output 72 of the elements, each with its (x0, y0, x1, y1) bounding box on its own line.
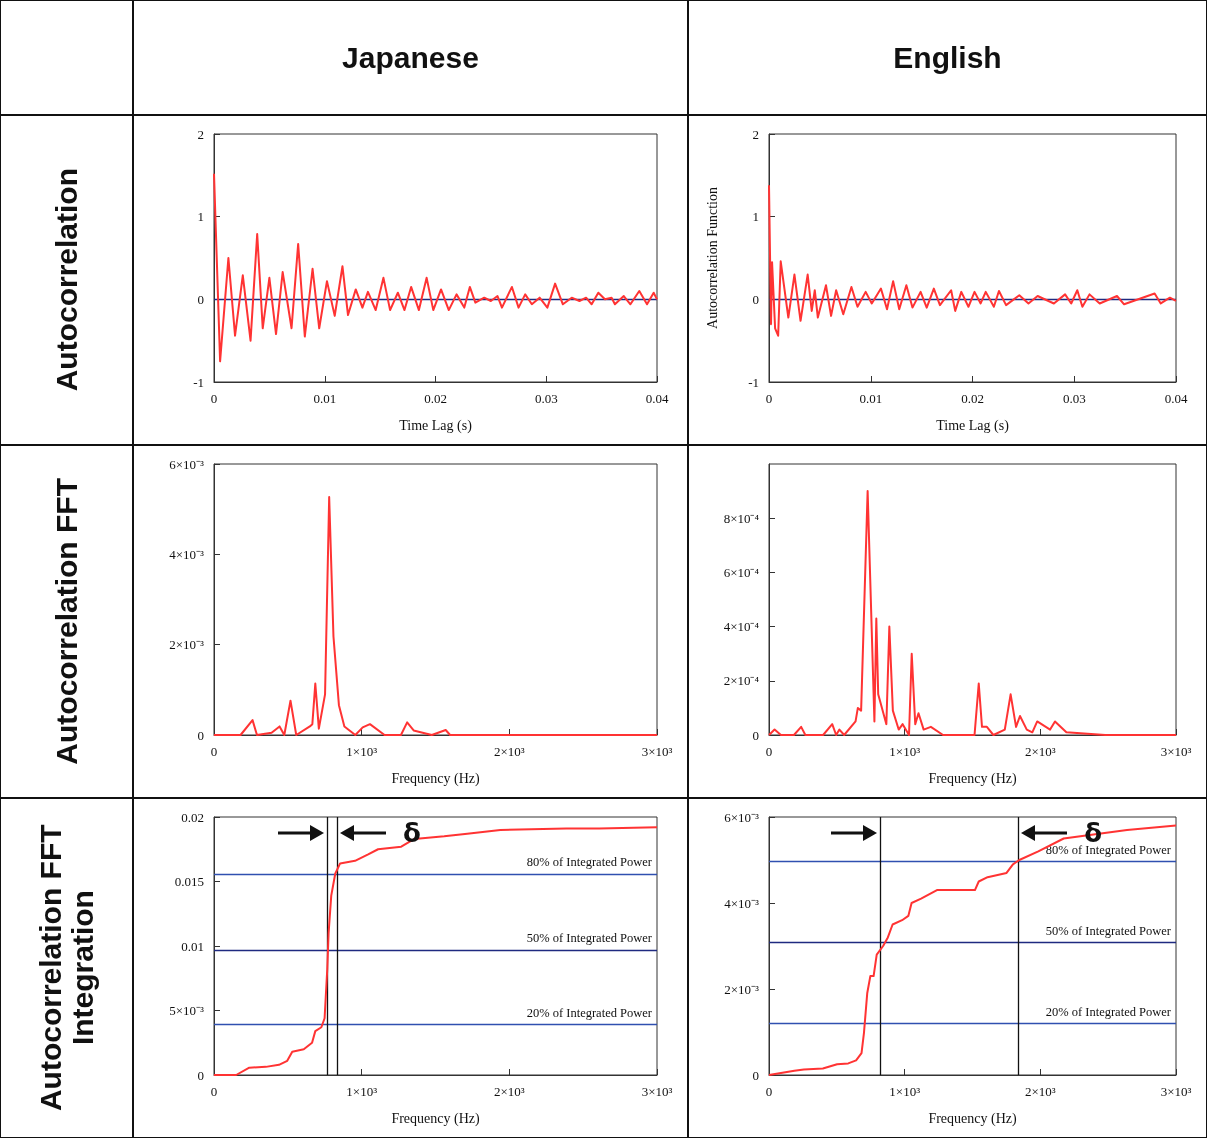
chart-title: Japanese (133, 0, 688, 115)
x-tick-label: 0 (765, 1084, 773, 1099)
y-tick-label: 2 (197, 126, 204, 142)
ref-line-label: 20% of Integrated Power (1045, 1004, 1172, 1019)
y-tick-label: 0 (752, 291, 759, 307)
x-tick-label: 0 (765, 744, 773, 759)
x-tick-label: 1×10³ (889, 744, 921, 759)
y-tick-label: 0 (197, 1067, 204, 1083)
x-tick-label: 0 (210, 744, 218, 759)
y-tick-label: 6×10⁻⁴ (723, 564, 760, 580)
x-tick-label: 3×10³ (1160, 744, 1192, 759)
y-tick-label: -1 (193, 374, 204, 390)
x-tick-label: 2×10³ (493, 744, 525, 759)
x-axis-title: Frequency (Hz) (928, 770, 1017, 787)
y-tick-label: 4×10⁻⁴ (723, 619, 760, 635)
x-tick-label: 0.01 (313, 391, 337, 406)
x-tick-label: 1×10³ (346, 1084, 378, 1099)
y-tick-label: 4×10⁻³ (724, 895, 760, 911)
y-tick-label: 4×10⁻³ (169, 546, 205, 562)
y-tick-label: 8×10⁻⁴ (723, 510, 760, 526)
text: Autocorrelation (49, 168, 83, 392)
x-tick-label: 0.04 (1164, 391, 1188, 406)
y-tick-label: 1 (197, 209, 204, 225)
y-tick-label: 0 (752, 1067, 759, 1083)
ref-line-label: 50% of Integrated Power (1045, 923, 1172, 938)
y-tick-label: 2×10⁻³ (169, 637, 205, 653)
y-tick-label: 1 (752, 209, 759, 225)
chart-title: English (688, 0, 1207, 115)
ref-line-label: 20% of Integrated Power (526, 1006, 653, 1021)
x-tick-label: 0.03 (534, 391, 558, 406)
x-tick-label: 0 (210, 391, 218, 406)
line-series (213, 172, 658, 363)
x-axis-title: Time Lag (s) (936, 417, 1010, 434)
x-tick-label: 3×10³ (1160, 1084, 1192, 1099)
y-tick-label: 0.02 (181, 809, 204, 825)
text: Autocorrelation FFT Integration (34, 823, 99, 1114)
x-axis-title: Frequency (Hz) (391, 770, 480, 787)
y-tick-label: 0.015 (174, 874, 204, 889)
ref-line-label: 50% of Integrated Power (526, 931, 653, 946)
y-tick-label: 2×10⁻³ (724, 981, 760, 997)
y-axis-title: Autocorrelation Function (704, 187, 720, 329)
line-series (768, 184, 1177, 337)
x-axis-title: Time Lag (s) (399, 417, 473, 434)
x-tick-label: 2×10³ (493, 1084, 525, 1099)
x-tick-label: 1×10³ (346, 744, 378, 759)
x-tick-label: 0.01 (859, 391, 883, 406)
y-tick-label: 0 (752, 727, 759, 743)
y-tick-label: 0 (197, 291, 204, 307)
y-tick-label: 2 (752, 126, 759, 142)
y-tick-label: -1 (748, 374, 759, 390)
y-tick-label: 5×10⁻³ (169, 1003, 205, 1018)
x-tick-label: 1×10³ (889, 1084, 921, 1099)
x-axis-title: Frequency (Hz) (928, 1110, 1017, 1127)
y-tick-label: 0.01 (181, 938, 204, 954)
x-tick-label: 0.04 (645, 391, 669, 406)
y-tick-label: 6×10⁻³ (169, 456, 205, 472)
text: Autocorrelation FFT (49, 478, 83, 765)
ref-line-label: 80% of Integrated Power (526, 855, 653, 870)
y-tick-label: 6×10⁻³ (724, 809, 760, 825)
x-tick-label: 0 (210, 1084, 218, 1099)
x-tick-label: 0.02 (424, 391, 447, 406)
x-axis-title: Frequency (Hz) (391, 1110, 480, 1127)
y-tick-label: 0 (197, 727, 204, 743)
x-tick-label: 0 (765, 391, 773, 406)
ref-line-label: 80% of Integrated Power (1045, 843, 1172, 858)
x-tick-label: 0.02 (961, 391, 984, 406)
x-tick-label: 2×10³ (1024, 744, 1056, 759)
x-tick-label: 0.03 (1062, 391, 1086, 406)
x-tick-label: 3×10³ (641, 744, 673, 759)
y-tick-label: 2×10⁻⁴ (723, 673, 760, 689)
x-tick-label: 3×10³ (641, 1084, 673, 1099)
x-tick-label: 2×10³ (1024, 1084, 1056, 1099)
